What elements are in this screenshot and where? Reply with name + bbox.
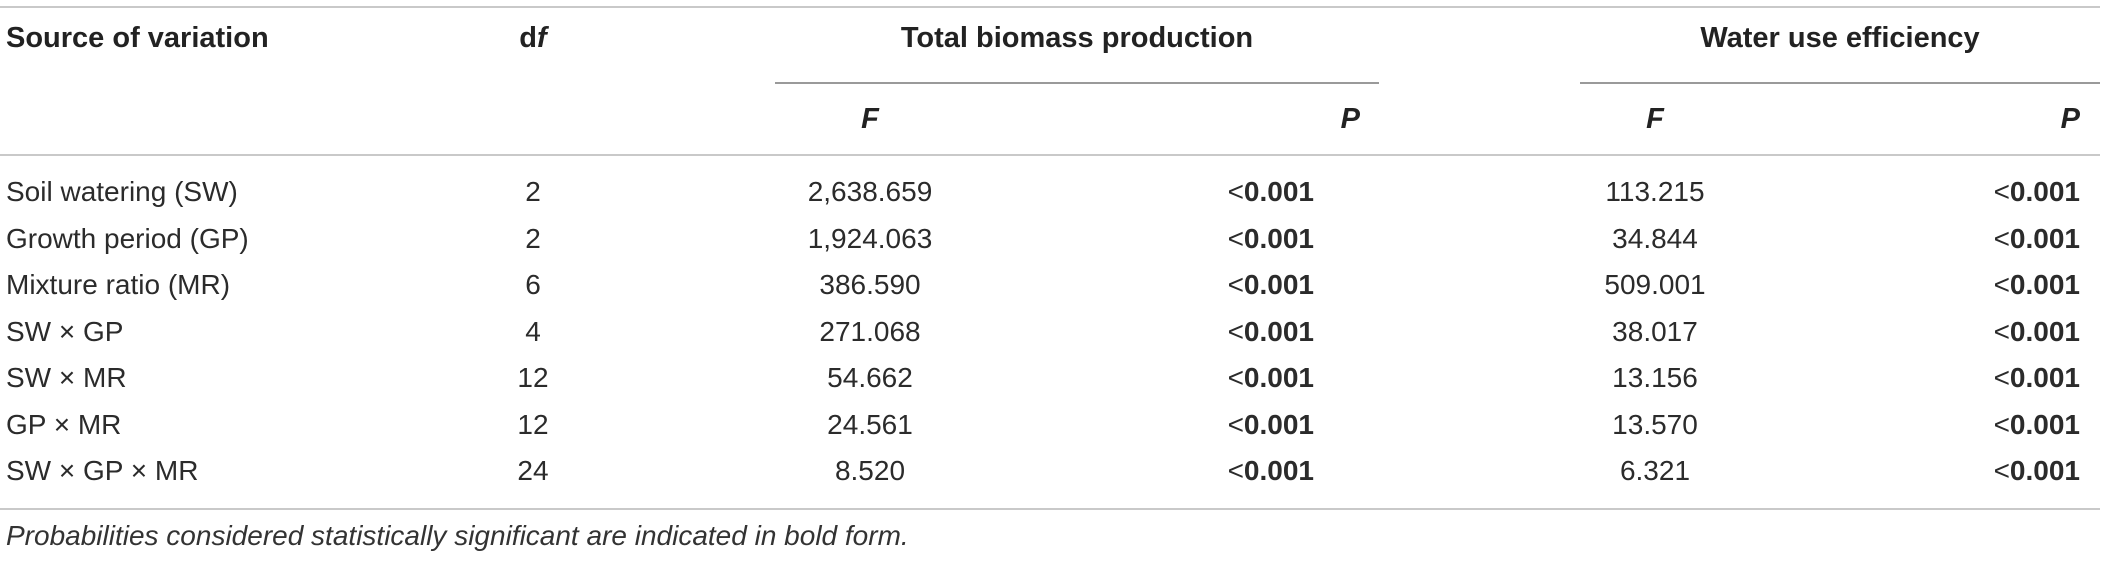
- table-row: Mixture ratio (MR) 6 386.590 <0.001 509.001 <…: [0, 261, 2100, 308]
- row-tbp-p-value: 0.001: [1243, 269, 1314, 300]
- water-use-efficiency-span-rule: [1580, 82, 2100, 84]
- header-water-use-efficiency: Water use efficiency: [1700, 22, 1980, 54]
- row-wue-p-value: 0.001: [2009, 176, 2080, 207]
- table-footnote: Probabilities considered statistically s…: [6, 520, 909, 551]
- row-df: 6: [525, 269, 541, 300]
- header-df-italic: f: [537, 22, 547, 54]
- row-df: 4: [525, 315, 541, 347]
- row-tbp-p-less-than: <: [1227, 176, 1244, 207]
- row-tbp-p-value: 0.001: [1243, 408, 1314, 440]
- row-tbp-f: 1,924.063: [807, 222, 933, 254]
- row-wue-p-value: 0.001: [2009, 408, 2080, 440]
- row-wue-f: 113.215: [1605, 176, 1705, 207]
- table-row: GP × MR 12 24.561 <0.001 13.570 <0.001: [0, 401, 2100, 448]
- row-tbp-p-less-than: <: [1227, 455, 1244, 486]
- row-source: Mixture ratio (MR): [6, 269, 231, 300]
- row-wue-p-less-than: <: [1993, 222, 2010, 254]
- header-tbp-f: F: [861, 103, 879, 135]
- table-top-rule: [0, 6, 2100, 8]
- row-wue-p-value: 0.001: [2009, 269, 2080, 300]
- header-bottom-rule: [0, 154, 2100, 156]
- row-wue-p: <0.001: [1880, 401, 2080, 448]
- row-source: Soil watering (SW): [6, 176, 238, 207]
- row-wue-p: <0.001: [1880, 215, 2080, 262]
- row-tbp-p-less-than: <: [1227, 269, 1244, 300]
- row-tbp-p-less-than: <: [1227, 222, 1244, 254]
- row-source: Growth period (GP): [6, 222, 249, 254]
- row-tbp-p: <0.001: [1150, 354, 1314, 401]
- row-wue-p: <0.001: [1880, 354, 2080, 401]
- row-wue-p-less-than: <: [1993, 176, 2010, 207]
- header-df: df: [503, 22, 563, 55]
- row-source: SW × GP × MR: [6, 455, 199, 486]
- row-source: SW × MR: [6, 362, 127, 393]
- row-df: 12: [517, 362, 549, 393]
- row-tbp-f: 386.590: [819, 269, 921, 300]
- row-tbp-p-value: 0.001: [1243, 362, 1314, 393]
- row-wue-p-less-than: <: [1993, 455, 2010, 486]
- row-wue-f: 13.570: [1612, 408, 1698, 440]
- row-tbp-p-value: 0.001: [1243, 315, 1314, 347]
- row-df: 2: [525, 176, 541, 207]
- row-tbp-f: 8.520: [834, 455, 906, 486]
- row-wue-p-less-than: <: [1993, 315, 2010, 347]
- row-wue-f: 13.156: [1612, 362, 1698, 393]
- row-tbp-f: 24.561: [827, 408, 913, 440]
- row-tbp-f: 271.068: [819, 315, 921, 347]
- row-wue-p: <0.001: [1880, 447, 2080, 494]
- header-df-letter: d: [519, 22, 538, 54]
- row-source: GP × MR: [6, 408, 122, 440]
- row-wue-f: 34.844: [1612, 222, 1698, 254]
- row-wue-p-value: 0.001: [2009, 455, 2080, 486]
- row-wue-p-less-than: <: [1993, 362, 2010, 393]
- header-source-of-variation: Source of variation: [6, 22, 269, 54]
- row-wue-p-less-than: <: [1993, 269, 2010, 300]
- table-row: SW × GP 4 271.068 <0.001 38.017 <0.001: [0, 308, 2100, 355]
- header-tbp-p: P: [1340, 103, 1360, 135]
- row-wue-p: <0.001: [1880, 261, 2080, 308]
- header-wue-f: F: [1646, 103, 1664, 135]
- row-tbp-p: <0.001: [1150, 168, 1314, 215]
- row-tbp-p-less-than: <: [1227, 408, 1244, 440]
- row-tbp-f: 54.662: [827, 362, 913, 393]
- row-tbp-p-less-than: <: [1227, 315, 1244, 347]
- row-tbp-p: <0.001: [1150, 308, 1314, 355]
- table-row: Soil watering (SW) 2 2,638.659 <0.001 113.21…: [0, 168, 2100, 215]
- row-df: 12: [517, 408, 549, 440]
- row-tbp-p-value: 0.001: [1243, 222, 1314, 254]
- row-tbp-p-value: 0.001: [1243, 455, 1314, 486]
- row-wue-p-less-than: <: [1993, 408, 2010, 440]
- table-row: Growth period (GP) 2 1,924.063 <0.001 34.844…: [0, 215, 2100, 262]
- row-wue-f: 38.017: [1612, 315, 1698, 347]
- table-row: SW × GP × MR 24 8.520 <0.001 6.321 <0.001: [0, 447, 2100, 494]
- row-df: 2: [525, 222, 541, 254]
- header-total-biomass-production: Total biomass production: [900, 22, 1254, 54]
- row-tbp-p: <0.001: [1150, 401, 1314, 448]
- row-tbp-f: 2,638.659: [807, 176, 933, 207]
- row-tbp-p: <0.001: [1150, 261, 1314, 308]
- row-tbp-p-value: 0.001: [1243, 176, 1314, 207]
- row-df: 24: [517, 455, 549, 486]
- row-wue-p: <0.001: [1880, 308, 2080, 355]
- table-bottom-rule: [0, 508, 2100, 510]
- row-wue-p-value: 0.001: [2009, 362, 2080, 393]
- row-wue-p-value: 0.001: [2009, 315, 2080, 347]
- row-source: SW × GP: [6, 315, 124, 347]
- header-wue-p: P: [2060, 103, 2080, 135]
- row-wue-p: <0.001: [1880, 168, 2080, 215]
- row-wue-f: 509.001: [1604, 269, 1706, 300]
- row-tbp-p-less-than: <: [1227, 362, 1244, 393]
- total-biomass-span-rule: [775, 82, 1379, 84]
- row-tbp-p: <0.001: [1150, 215, 1314, 262]
- row-wue-p-value: 0.001: [2009, 222, 2080, 254]
- table-row: SW × MR 12 54.662 <0.001 13.156 <0.001: [0, 354, 2100, 401]
- row-tbp-p: <0.001: [1150, 447, 1314, 494]
- row-wue-f: 6.321: [1619, 455, 1691, 486]
